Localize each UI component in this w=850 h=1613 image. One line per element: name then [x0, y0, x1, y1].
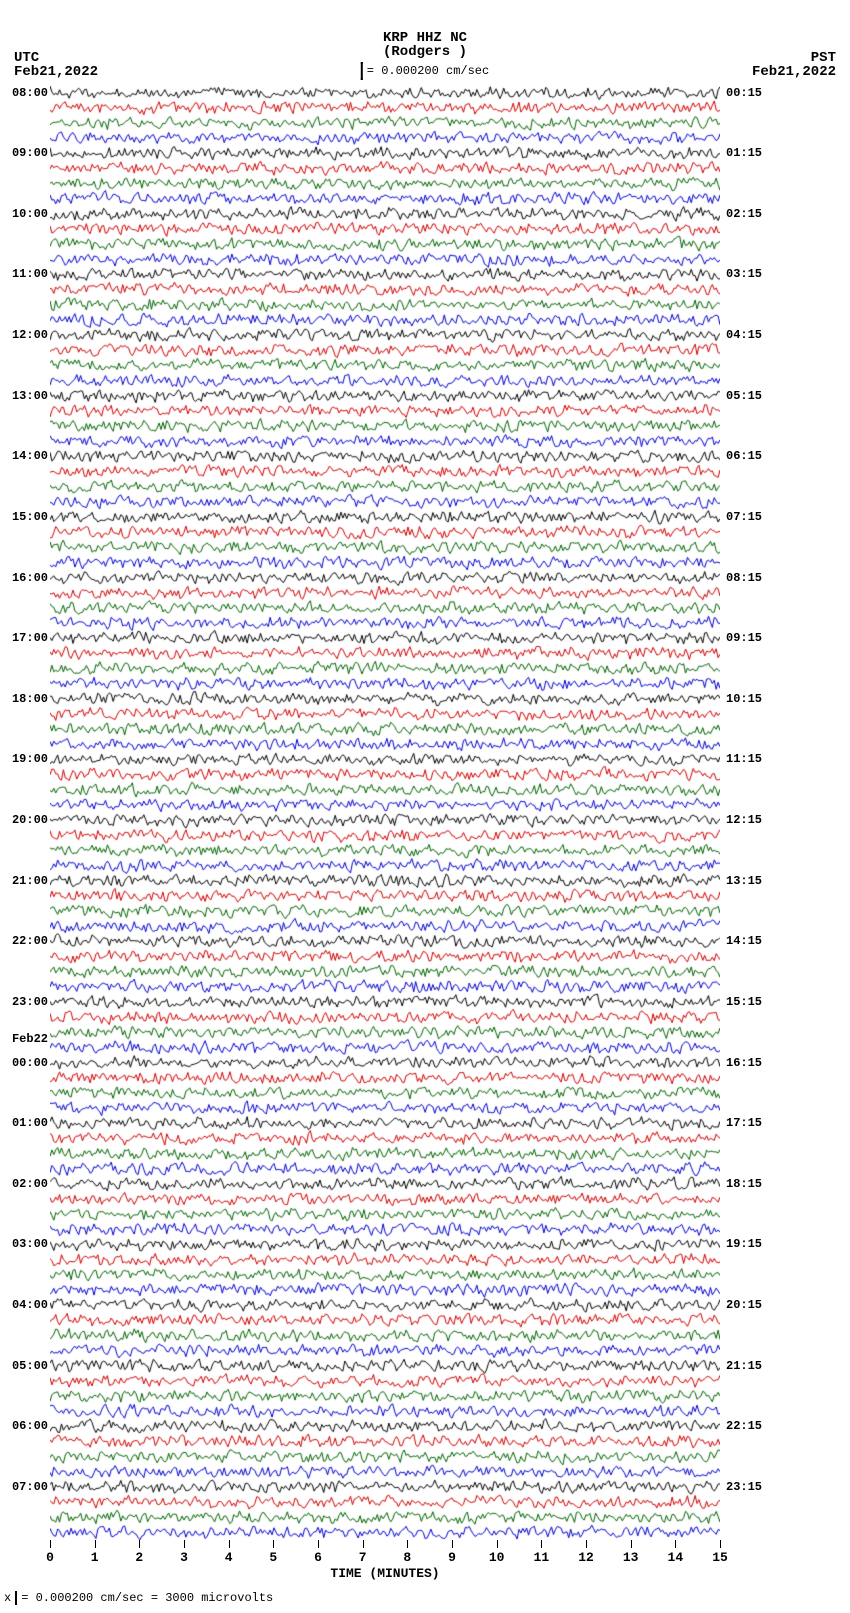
time-label: 15:15 [724, 996, 850, 1008]
time-axis-label: TIME (MINUTES) [330, 1566, 439, 1581]
header: KRP HHZ NC (Rodgers ) = 0.000200 cm/sec … [0, 0, 850, 85]
right-date: Feb21,2022 [752, 64, 836, 80]
time-label: 20:00 [0, 814, 50, 826]
time-label: 18:15 [724, 1178, 850, 1190]
time-label: 22:00 [0, 935, 50, 947]
time-label: 06:00 [0, 1420, 50, 1432]
time-label: 20:15 [724, 1299, 850, 1311]
time-label: 04:00 [0, 1299, 50, 1311]
time-label: 11:15 [724, 753, 850, 765]
time-label: 13:00 [0, 390, 50, 402]
time-label: 02:00 [0, 1178, 50, 1190]
time-label: 06:15 [724, 450, 850, 462]
tick-mark [541, 1540, 542, 1548]
pst-hour-labels: 00:15 01:15 02:15 03:15 04:15 05:15 06:15 07:15… [720, 85, 850, 1540]
tick-mark [407, 1540, 408, 1548]
time-label: 15:00 [0, 511, 50, 523]
tick-mark [497, 1540, 498, 1548]
tick-mark [363, 1540, 364, 1548]
tick-label: 5 [269, 1550, 277, 1565]
time-label: 21:15 [724, 1360, 850, 1372]
time-label: 12:00 [0, 329, 50, 341]
tick-mark [318, 1540, 319, 1548]
scale-bar-icon [361, 62, 363, 80]
helicorder-plot [50, 85, 720, 1540]
time-label: 14:15 [724, 935, 850, 947]
time-label: 04:15 [724, 329, 850, 341]
footer-prefix: x [4, 1591, 11, 1605]
tick-mark [675, 1540, 676, 1548]
footer-scale-text: = 0.000200 cm/sec = 3000 microvolts [21, 1591, 273, 1605]
time-label: 23:00 [0, 996, 50, 1008]
tick-label: 7 [359, 1550, 367, 1565]
time-label: 10:15 [724, 693, 850, 705]
time-label: 07:00 [0, 1481, 50, 1493]
tick-mark [229, 1540, 230, 1548]
time-label: 02:15 [724, 208, 850, 220]
scale-indicator: = 0.000200 cm/sec [361, 62, 489, 80]
time-label: 13:15 [724, 875, 850, 887]
tick-mark [184, 1540, 185, 1548]
footer-bar-icon [15, 1591, 17, 1605]
seismogram-canvas [50, 85, 720, 1540]
time-label: 09:15 [724, 632, 850, 644]
tick-label: 8 [403, 1550, 411, 1565]
utc-hour-labels: 08:00 09:00 10:00 11:00 12:00 13:00 14:00 15:00… [0, 85, 50, 1540]
time-label: 23:15 [724, 1481, 850, 1493]
time-label: 19:15 [724, 1238, 850, 1250]
tick-label: 12 [578, 1550, 594, 1565]
time-label: 08:00 [0, 87, 50, 99]
tick-mark [95, 1540, 96, 1548]
time-label: 03:00 [0, 1238, 50, 1250]
time-label: 22:15 [724, 1420, 850, 1432]
time-label: 19:00 [0, 753, 50, 765]
tick-label: 0 [46, 1550, 54, 1565]
time-label: 14:00 [0, 450, 50, 462]
tick-label: 1 [91, 1550, 99, 1565]
time-axis: TIME (MINUTES) 0123456789101112131415 [50, 1540, 720, 1580]
time-label: 16:00 [0, 572, 50, 584]
time-label: 11:00 [0, 268, 50, 280]
time-label: 17:00 [0, 632, 50, 644]
time-label: 00:15 [724, 87, 850, 99]
tick-label: 2 [135, 1550, 143, 1565]
tick-mark [631, 1540, 632, 1548]
tick-mark [139, 1540, 140, 1548]
time-label: 01:00 [0, 1117, 50, 1129]
tick-mark [273, 1540, 274, 1548]
station-title-2: (Rodgers ) [383, 44, 467, 60]
time-label: 05:15 [724, 390, 850, 402]
tick-label: 10 [489, 1550, 505, 1565]
left-date: Feb21,2022 [14, 64, 98, 80]
tick-label: 3 [180, 1550, 188, 1565]
time-label: 08:15 [724, 572, 850, 584]
tick-label: 6 [314, 1550, 322, 1565]
time-label: 01:15 [724, 147, 850, 159]
time-label: 21:00 [0, 875, 50, 887]
tick-label: 11 [534, 1550, 550, 1565]
tick-mark [452, 1540, 453, 1548]
time-label: 03:15 [724, 268, 850, 280]
time-label: 07:15 [724, 511, 850, 523]
time-label: 18:00 [0, 693, 50, 705]
tick-label: 13 [623, 1550, 639, 1565]
footer-scale: x = 0.000200 cm/sec = 3000 microvolts [4, 1591, 273, 1605]
time-label: 05:00 [0, 1360, 50, 1372]
tick-label: 14 [668, 1550, 684, 1565]
tick-label: 4 [225, 1550, 233, 1565]
tick-mark [586, 1540, 587, 1548]
time-label: Feb22 [0, 1033, 50, 1045]
time-label: 00:00 [0, 1057, 50, 1069]
time-label: 09:00 [0, 147, 50, 159]
tick-mark [720, 1540, 721, 1548]
tick-label: 15 [712, 1550, 728, 1565]
scale-text: = 0.000200 cm/sec [367, 64, 489, 78]
tick-label: 9 [448, 1550, 456, 1565]
time-label: 10:00 [0, 208, 50, 220]
time-label: 16:15 [724, 1057, 850, 1069]
time-label: 17:15 [724, 1117, 850, 1129]
tick-mark [50, 1540, 51, 1548]
time-label: 12:15 [724, 814, 850, 826]
